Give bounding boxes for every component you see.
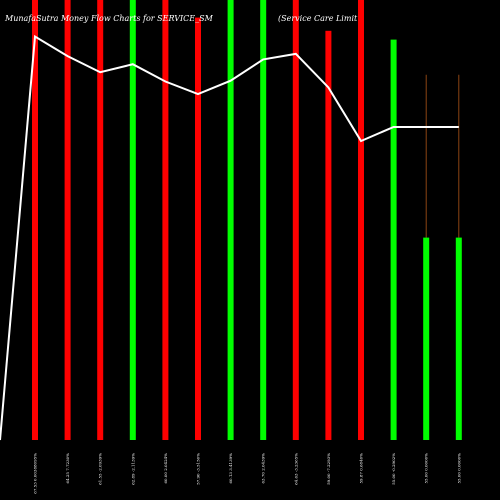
tick-label: 57.90 -3.5150% <box>196 453 201 485</box>
bar <box>260 0 267 440</box>
series-line <box>0 34 459 441</box>
bar <box>162 0 169 440</box>
bar <box>455 237 462 440</box>
chart-subtitle: (Service Care Limit <box>278 14 358 23</box>
tick-label: 64.25 7.7230% <box>65 453 70 484</box>
bar <box>227 0 234 440</box>
bar <box>64 0 71 440</box>
bar-group <box>32 0 462 441</box>
tick-label: 61.55 -2.0939% <box>98 453 103 485</box>
bar <box>32 0 38 440</box>
chart-title: MunafaSutra Money Flow Charts for SERVIC… <box>4 14 214 23</box>
tick-label: 55.00 0.0000% <box>456 453 461 484</box>
tick-label: 59.87 0.6840% <box>359 453 364 484</box>
tick-label: 67.53 0.00388095% <box>33 453 38 494</box>
tick-label: 60.00 2.0424% <box>163 453 168 484</box>
tick-label-group: 67.53 0.00388095% 64.25 7.7230% 61.55 -2.0… <box>33 453 462 494</box>
line-group <box>0 34 459 441</box>
bar <box>423 237 430 440</box>
tick-label: 62.89 -2.1139% <box>130 453 135 485</box>
bar <box>358 0 364 440</box>
bar <box>292 0 299 440</box>
tick-label: 64.63 -3.2365% <box>293 453 298 485</box>
bar <box>195 17 201 440</box>
bar <box>97 0 104 440</box>
bar <box>325 30 332 441</box>
tick-label: 55.00 -0.2902% <box>391 453 396 485</box>
tick-label: 60.13 3.4139% <box>228 453 233 484</box>
bar <box>390 39 397 440</box>
bar <box>129 0 136 440</box>
tick-label: 55.00 0.0000% <box>424 453 429 484</box>
tick-label: 63.70 2.0439% <box>261 453 266 484</box>
tick-label: 59.00 -7.2293% <box>326 453 331 485</box>
